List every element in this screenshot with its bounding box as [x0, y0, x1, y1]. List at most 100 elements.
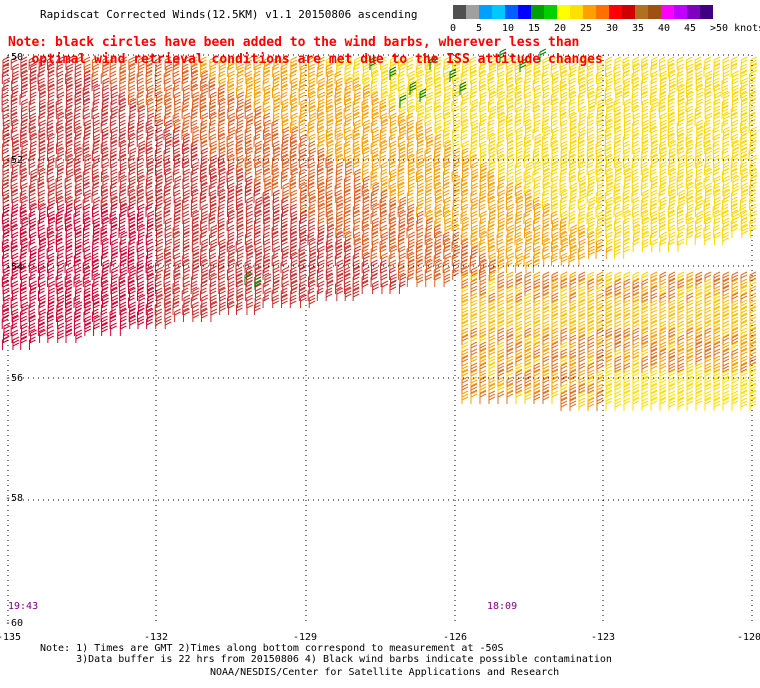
wind-barb [551, 203, 559, 217]
wind-barb [246, 84, 253, 98]
wind-barb [136, 210, 144, 224]
wind-barb [372, 217, 379, 231]
wind-barb [506, 376, 514, 390]
wind-barb [578, 231, 586, 245]
wind-barb [461, 348, 469, 362]
wind-barb [244, 105, 252, 119]
wind-barb [20, 231, 27, 245]
wind-barb [713, 313, 721, 327]
wind-barb [164, 140, 172, 154]
wind-barb [208, 84, 216, 98]
wind-barb [210, 140, 218, 154]
wind-barb [56, 266, 64, 280]
wind-barb [325, 203, 333, 217]
wind-barb [271, 175, 279, 189]
wind-barb [182, 301, 190, 315]
wind-barb [101, 245, 109, 259]
wind-barb [568, 252, 576, 266]
wind-barb [677, 299, 685, 313]
wind-barb [317, 175, 324, 189]
wind-barb [119, 196, 127, 210]
wind-barb [523, 168, 531, 182]
wind-barb [317, 147, 325, 161]
wind-barb [523, 154, 531, 168]
wind-barb [73, 273, 81, 287]
wind-barb [82, 147, 90, 161]
wind-barb [425, 259, 433, 273]
wind-barb [325, 154, 333, 168]
wind-barb [749, 203, 757, 217]
wind-barb [325, 126, 333, 140]
wind-barb [696, 210, 704, 224]
wind-barb [723, 189, 731, 203]
wind-barb [749, 189, 757, 203]
wind-barb [488, 390, 496, 404]
wind-barb [28, 322, 36, 336]
wind-barbs-layer [1, 48, 758, 411]
wind-barb [425, 126, 433, 140]
wind-barb [641, 91, 648, 105]
wind-barb [92, 168, 99, 182]
wind-barb [83, 203, 91, 217]
wind-barb [398, 266, 405, 280]
wind-barb [65, 119, 73, 133]
wind-barb [56, 280, 64, 294]
wind-barb [209, 70, 216, 84]
wind-barb [552, 84, 560, 98]
wind-barb [524, 217, 532, 231]
wind-barb [641, 84, 648, 98]
wind-barb [56, 301, 64, 315]
wind-barb [200, 105, 207, 119]
wind-barb [632, 306, 640, 320]
wind-barb [614, 56, 622, 70]
wind-barb [489, 105, 497, 119]
wind-barb [119, 98, 127, 112]
wind-barb [416, 56, 424, 70]
wind-barb [443, 126, 450, 140]
wind-barb [381, 252, 388, 266]
wind-barb [388, 105, 396, 119]
wind-barb [101, 210, 109, 224]
wind-barb [191, 175, 199, 189]
wind-barb [47, 266, 55, 280]
wind-barb [174, 203, 182, 217]
wind-barb [730, 168, 738, 182]
wind-barb [65, 287, 72, 301]
wind-barb [1, 182, 9, 196]
wind-barb [417, 210, 424, 224]
wind-barb [667, 238, 675, 252]
wind-barb [246, 77, 254, 91]
wind-barb [119, 70, 127, 84]
wind-barb [525, 119, 532, 133]
wind-barb [478, 77, 486, 91]
wind-barb [253, 189, 261, 203]
wind-barb [210, 259, 218, 273]
wind-barb [668, 224, 676, 238]
wind-barb [145, 182, 153, 196]
wind-barb [370, 196, 378, 210]
wind-barb [515, 334, 523, 348]
wind-barb [650, 203, 657, 217]
wind-barb [668, 271, 676, 285]
wind-barb [669, 231, 676, 245]
wind-barb [210, 308, 218, 322]
wind-barb [677, 238, 685, 252]
wind-barb [740, 147, 748, 161]
wind-barb [551, 245, 559, 259]
wind-barb [406, 147, 414, 161]
wind-barb [705, 168, 713, 182]
scale-tick-label: 0 [450, 23, 457, 34]
wind-barb [110, 203, 118, 217]
wind-barb [371, 238, 379, 252]
wind-barb [613, 182, 621, 196]
wind-barb [506, 210, 514, 224]
wind-barb [118, 224, 126, 238]
wind-barb [280, 224, 288, 238]
wind-barb [614, 119, 621, 133]
wind-barb [335, 140, 342, 154]
wind-barb [326, 280, 334, 294]
wind-barb [577, 133, 585, 147]
wind-barb [1, 238, 9, 252]
wind-barb [136, 217, 144, 231]
wind-barb [380, 224, 388, 238]
